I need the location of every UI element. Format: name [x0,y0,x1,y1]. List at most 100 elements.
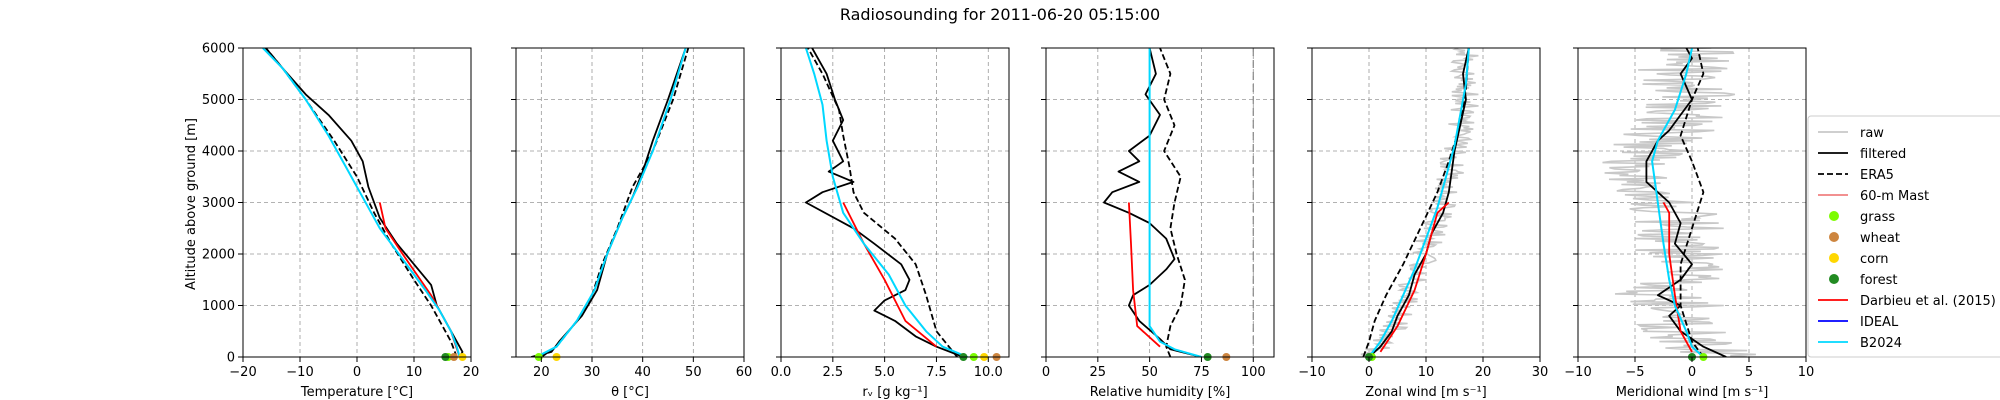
series-darbieu-et-al-2015 [1379,201,1450,353]
x-tick-label: −20 [229,365,256,380]
legend-box [1807,115,2000,358]
x-axis-label: Relative humidity [%] [1090,385,1231,400]
legend-label: ERA5 [1860,168,1894,183]
x-tick-label: 75 [1193,365,1210,380]
y-tick-label: 6000 [202,42,235,57]
x-tick-label: 0.0 [771,365,792,380]
x-tick-label: 20 [533,365,550,380]
series-era5 [1362,48,1470,357]
panel-5: −10 0 10 20 30 Zonal wind [m s⁻¹] [1298,47,1549,400]
legend-entry: raw [1818,126,1884,141]
series-darbieu-et-al-2015 [842,202,938,348]
y-tick-label: 0 [227,351,235,366]
legend: raw filtered ERA5 60-m Mast grass wheat corn fo… [1807,115,2000,358]
legend-label: wheat [1860,231,1900,246]
y-tick-label: 1000 [202,299,235,314]
series-b2024 [1651,48,1705,357]
series-era5 [807,48,958,357]
x-axis-label: θ [°C] [611,385,649,400]
legend-entry: filtered [1818,147,1906,162]
legend-label: grass [1860,210,1895,225]
x-axis-label: Zonal wind [m s⁻¹] [1365,385,1486,400]
legend-entry: Darbieu et al. (2015) [1818,294,1996,309]
legend-label: 60-m Mast [1860,189,1929,204]
x-axis-label: Temperature [°C] [300,385,413,400]
x-tick-label: 2.5 [822,365,843,380]
legend-entry: B2024 [1818,336,1902,351]
x-tick-label: 5 [1745,365,1753,380]
plot-area [1360,48,1479,357]
y-tick-label: 5000 [202,93,235,108]
x-tick-label: 0 [1688,365,1696,380]
legend-entry: forest [1829,273,1897,288]
plot-area [1103,48,1254,357]
x-tick-label: 0 [353,365,361,380]
panel-4: 0 25 50 75 100 Relative humidity [%] [1041,47,1275,400]
x-tick-label: 10 [1798,365,1815,380]
x-tick-label: 50 [1141,365,1158,380]
legend-entry: ERA5 [1818,168,1894,183]
legend-label: forest [1860,273,1897,288]
series-b2024 [1368,48,1470,357]
shared-y-axis-label: Altitude above ground [m] [184,118,199,290]
series-darbieu-et-al-2015 [1128,202,1161,348]
series-b2024 [262,48,461,357]
panels: −20 −10 0 10 200100020003000400050006000Temp… [202,42,1814,400]
panel-6: −10 −5 0 5 10 Meridional wind [m s⁻¹] [1564,47,1815,400]
legend-swatch [1829,274,1839,284]
x-tick-label: 60 [736,365,753,380]
legend-label: IDEAL [1860,315,1899,330]
legend-entry: IDEAL [1818,315,1899,330]
x-tick-label: −10 [286,365,313,380]
panel-1: −20 −10 0 10 20 0 1000 2000 3000 4000 5000 6000 Temp… [202,42,479,400]
legend-entry: grass [1829,210,1895,225]
figure-title: Radiosounding for 2011-06-20 05:15:00 [840,5,1160,24]
x-tick-label: −5 [1625,365,1644,380]
plot-area [262,48,464,357]
x-tick-label: 50 [685,365,702,380]
x-tick-label: 10 [1418,365,1435,380]
series-darbieu-et-al-2015 [378,202,461,357]
y-tick-label: 2000 [202,248,235,263]
y-tick-label: 4000 [202,145,235,160]
legend-swatch [1829,232,1839,242]
x-tick-label: 20 [463,365,480,380]
series-era5 [1679,48,1705,357]
legend-label: filtered [1860,147,1906,162]
x-tick-label: 20 [1475,365,1492,380]
series-era5 [540,48,690,357]
series-filtered [1645,48,1727,357]
x-tick-label: 40 [634,365,651,380]
x-tick-label: 30 [584,365,601,380]
x-tick-label: 10.0 [974,365,1003,380]
plot-area [530,48,690,357]
series-era5 [1159,48,1186,357]
panel-3: 0.0 2.5 5.0 7.5 10.0 rᵥ [g kg⁻¹] [771,47,1010,400]
legend-label: Darbieu et al. (2015) [1860,294,1996,309]
x-tick-label: 10 [406,365,423,380]
legend-entry: 60-m Mast [1818,189,1929,204]
legend-label: raw [1860,126,1884,141]
x-tick-label: 7.5 [926,365,947,380]
series-era5 [265,48,458,357]
x-tick-label: 0 [1042,365,1050,380]
panel-2: 20 30 40 50 60 θ [°C] [511,47,753,400]
legend-swatch [1829,211,1839,221]
plot-area [1602,48,1756,357]
series-b2024 [804,48,968,357]
x-tick-label: 30 [1532,365,1549,380]
y-tick-label: 3000 [202,196,235,211]
plot-area [804,48,968,357]
series-darbieu-et-al-2015 [1662,202,1693,353]
legend-entry: corn [1829,252,1888,267]
x-axis-label: rᵥ [g kg⁻¹] [862,385,927,400]
x-tick-label: 100 [1241,365,1266,380]
series-b2024 [1148,48,1202,357]
x-tick-label: 25 [1090,365,1107,380]
series-filtered [265,48,464,357]
x-tick-label: −10 [1298,365,1325,380]
x-tick-label: 5.0 [874,365,895,380]
x-tick-label: 0 [1365,365,1373,380]
legend-label: B2024 [1860,336,1902,351]
